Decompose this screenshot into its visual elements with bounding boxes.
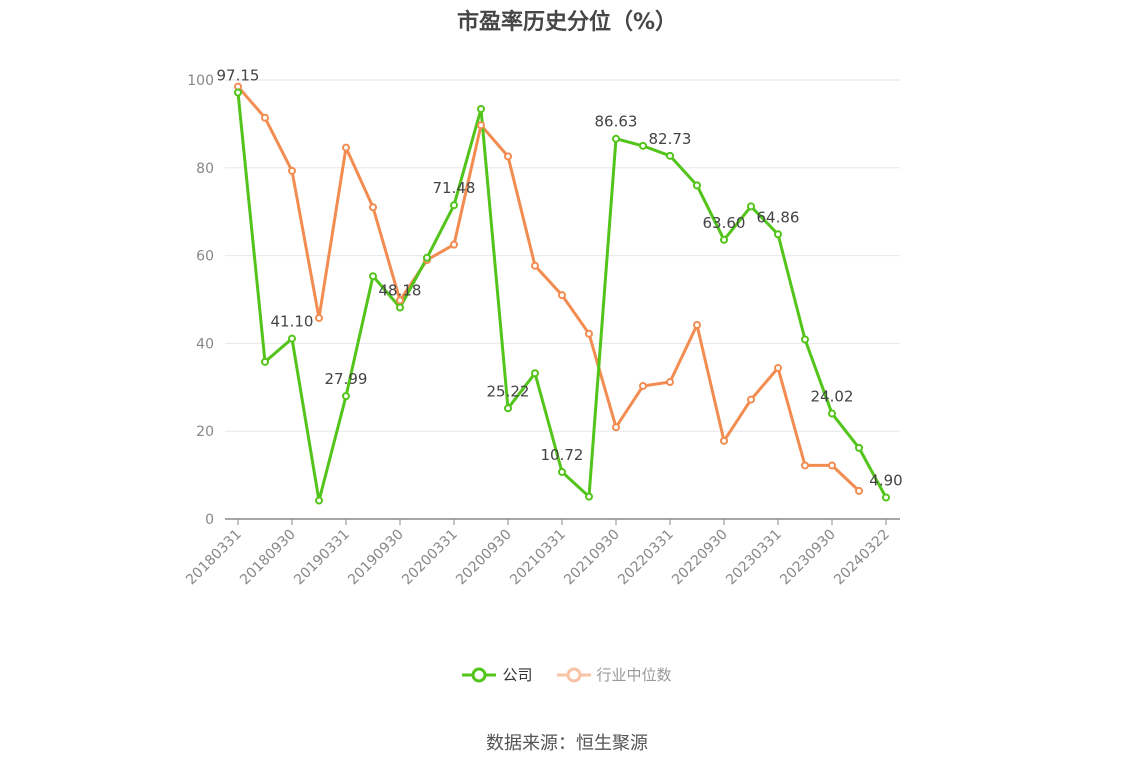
data-point <box>531 261 539 270</box>
data-point <box>828 461 836 470</box>
x-tick-label: 20220930 <box>669 527 731 589</box>
data-point <box>315 313 323 322</box>
legend-item-industry-median[interactable]: 行业中位数 <box>556 664 672 685</box>
data-point <box>558 467 566 476</box>
y-tick-label: 100 <box>187 73 214 89</box>
data-point <box>612 423 620 432</box>
series-points <box>234 82 890 505</box>
data-point <box>288 334 296 343</box>
data-point <box>639 381 647 390</box>
data-point <box>855 443 863 452</box>
data-labels: 97.15 41.10 27.99 48.18 71.48 25.22 10.72 86.63… <box>217 67 903 490</box>
data-point <box>585 492 593 501</box>
line-chart: 0 20 40 60 80 100 201803312018093020190331201… <box>183 67 903 589</box>
data-point <box>720 436 728 445</box>
data-point <box>234 88 242 97</box>
x-tick-label: 20230930 <box>777 527 839 589</box>
legend: 公司 行业中位数 <box>0 664 1134 685</box>
data-point <box>342 392 350 401</box>
data-point <box>666 378 674 387</box>
series-line-1 <box>236 85 861 492</box>
data-point <box>882 493 890 502</box>
data-label: 24.02 <box>811 388 854 406</box>
data-label: 64.86 <box>757 208 800 226</box>
y-axis: 0 20 40 60 80 100 <box>187 73 214 528</box>
data-point <box>774 230 782 239</box>
data-point <box>801 335 809 344</box>
legend-line-icon <box>462 667 497 682</box>
source-note: 数据来源：恒生聚源 <box>486 733 648 754</box>
data-label: 48.18 <box>379 281 422 299</box>
y-tick-label: 60 <box>196 249 214 265</box>
x-tick-label: 20230331 <box>723 527 785 589</box>
x-tick-label: 20200930 <box>453 527 515 589</box>
data-point <box>450 240 458 249</box>
data-point <box>369 272 377 281</box>
x-tick-label: 20200331 <box>399 527 461 589</box>
y-tick-label: 40 <box>196 336 214 352</box>
data-point <box>666 151 674 160</box>
data-label: 71.48 <box>433 179 476 197</box>
x-tick-label: 20190930 <box>345 527 407 589</box>
data-label: 10.72 <box>541 446 584 464</box>
data-point <box>423 253 431 262</box>
data-point <box>261 357 269 366</box>
data-point <box>504 404 512 413</box>
data-label: 27.99 <box>325 370 368 388</box>
data-point <box>774 363 782 372</box>
y-tick-label: 0 <box>205 512 214 528</box>
legend-line-icon <box>556 667 591 682</box>
data-point <box>855 486 863 495</box>
data-point <box>585 329 593 338</box>
data-label: 97.15 <box>217 67 260 85</box>
data-point <box>477 121 485 130</box>
data-label: 82.73 <box>649 130 692 148</box>
x-tick-label: 20180930 <box>237 527 299 589</box>
x-tick-label: 20240322 <box>831 527 893 589</box>
data-point <box>396 296 404 305</box>
data-point <box>558 291 566 300</box>
data-label: 41.10 <box>271 313 314 331</box>
data-point <box>396 303 404 312</box>
x-tick-label: 20210331 <box>507 527 569 589</box>
data-point <box>342 143 350 152</box>
data-point <box>747 395 755 404</box>
legend-label: 行业中位数 <box>596 666 672 684</box>
data-point <box>450 201 458 210</box>
data-point <box>639 141 647 150</box>
data-point <box>693 320 701 329</box>
data-label: 86.63 <box>595 113 638 131</box>
data-label: 25.22 <box>487 382 530 400</box>
data-point <box>747 202 755 211</box>
data-point <box>612 134 620 143</box>
y-tick-label: 20 <box>196 424 214 440</box>
data-label: 4.90 <box>869 471 902 489</box>
x-tick-label: 20180331 <box>183 527 245 589</box>
chart-title: 市盈率历史分位（%） <box>456 10 678 35</box>
data-point <box>693 181 701 190</box>
data-point <box>720 235 728 244</box>
y-tick-label: 80 <box>196 161 214 177</box>
data-point <box>288 166 296 175</box>
data-point <box>531 369 539 378</box>
data-point <box>504 152 512 161</box>
x-tick-label: 20210930 <box>561 527 623 589</box>
data-label: 63.60 <box>703 214 746 232</box>
data-point <box>369 203 377 212</box>
data-point <box>828 409 836 418</box>
legend-item-company[interactable]: 公司 <box>462 664 533 685</box>
data-point <box>477 104 485 113</box>
x-tick-label: 20220331 <box>615 527 677 589</box>
x-tick-label: 20190331 <box>291 527 353 589</box>
data-point <box>261 113 269 122</box>
data-point <box>801 461 809 470</box>
legend-label: 公司 <box>502 666 533 684</box>
data-point <box>315 496 323 505</box>
x-axis: 2018033120180930201903312019093020200331… <box>183 518 900 589</box>
